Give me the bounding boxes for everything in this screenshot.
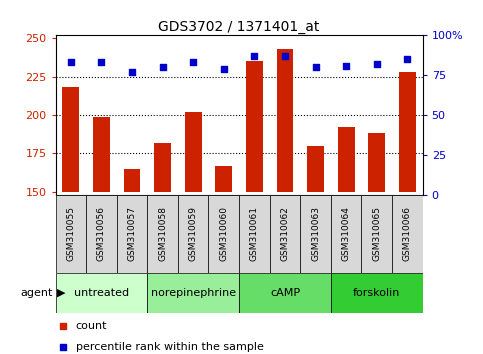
Point xyxy=(251,53,258,59)
Text: GSM310057: GSM310057 xyxy=(128,206,137,261)
Point xyxy=(373,61,381,67)
Point xyxy=(302,264,310,270)
Point xyxy=(189,59,197,65)
Bar xyxy=(117,195,147,273)
Text: GSM310061: GSM310061 xyxy=(250,206,259,261)
Bar xyxy=(147,195,178,273)
Bar xyxy=(239,273,331,313)
Bar xyxy=(124,169,141,192)
Bar xyxy=(270,195,300,273)
Text: GSM310060: GSM310060 xyxy=(219,206,228,261)
Point xyxy=(342,63,350,68)
Text: agent: agent xyxy=(21,288,53,298)
Bar xyxy=(56,195,86,273)
Text: ▶: ▶ xyxy=(57,288,65,298)
Bar xyxy=(331,273,423,313)
Point xyxy=(403,56,411,62)
Bar xyxy=(399,72,416,192)
Text: count: count xyxy=(76,320,107,331)
Bar xyxy=(246,62,263,192)
Text: GSM310062: GSM310062 xyxy=(281,206,289,261)
Text: GSM310056: GSM310056 xyxy=(97,206,106,261)
Bar xyxy=(361,195,392,273)
Bar xyxy=(62,87,79,192)
Bar xyxy=(209,195,239,273)
Text: GSM310055: GSM310055 xyxy=(66,206,75,261)
Text: GSM310066: GSM310066 xyxy=(403,206,412,261)
Bar xyxy=(307,146,324,192)
Bar xyxy=(338,127,355,192)
Text: forskolin: forskolin xyxy=(353,288,400,298)
Point xyxy=(281,53,289,59)
Text: GSM310064: GSM310064 xyxy=(341,206,351,261)
Text: GSM310063: GSM310063 xyxy=(311,206,320,261)
Bar xyxy=(300,195,331,273)
Bar xyxy=(277,49,293,192)
Bar xyxy=(185,112,201,192)
Bar xyxy=(239,195,270,273)
Bar xyxy=(147,273,239,313)
Bar xyxy=(154,143,171,192)
Bar xyxy=(215,166,232,192)
Point xyxy=(128,69,136,75)
Bar xyxy=(178,195,209,273)
Text: untreated: untreated xyxy=(74,288,129,298)
Bar xyxy=(392,195,423,273)
Point xyxy=(220,66,227,72)
Point xyxy=(312,64,319,70)
Text: GDS3702 / 1371401_at: GDS3702 / 1371401_at xyxy=(158,19,320,34)
Bar xyxy=(56,273,147,313)
Text: GSM310058: GSM310058 xyxy=(158,206,167,261)
Text: cAMP: cAMP xyxy=(270,288,300,298)
Bar xyxy=(369,133,385,192)
Bar xyxy=(93,116,110,192)
Point xyxy=(98,59,105,65)
Text: GSM310059: GSM310059 xyxy=(189,206,198,261)
Text: percentile rank within the sample: percentile rank within the sample xyxy=(76,342,264,352)
Text: GSM310065: GSM310065 xyxy=(372,206,381,261)
Point xyxy=(159,64,167,70)
Point xyxy=(67,59,75,65)
Bar xyxy=(331,195,361,273)
Point xyxy=(302,72,310,78)
Bar xyxy=(86,195,117,273)
Text: norepinephrine: norepinephrine xyxy=(151,288,236,298)
